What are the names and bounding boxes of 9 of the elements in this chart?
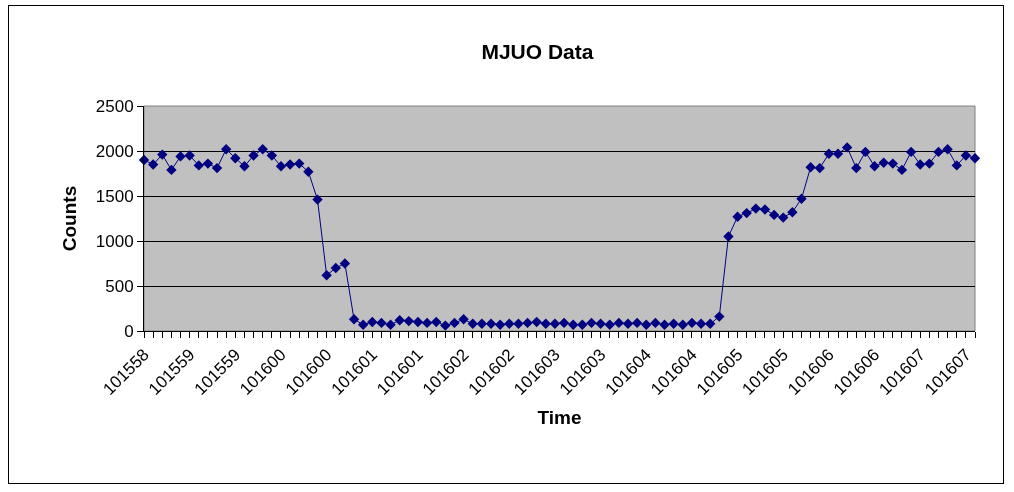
y-tick-label: 0 [124, 321, 134, 341]
y-tick-label: 2000 [95, 141, 134, 161]
y-axis-title: Counts [58, 185, 80, 252]
y-tick-label: 2500 [95, 96, 134, 116]
x-axis-title: Time [537, 406, 582, 428]
y-tick-label: 500 [105, 276, 134, 296]
y-tick-label: 1000 [95, 231, 134, 251]
y-tick-label: 1500 [95, 186, 134, 206]
chart-title: MJUO Data [481, 39, 594, 63]
